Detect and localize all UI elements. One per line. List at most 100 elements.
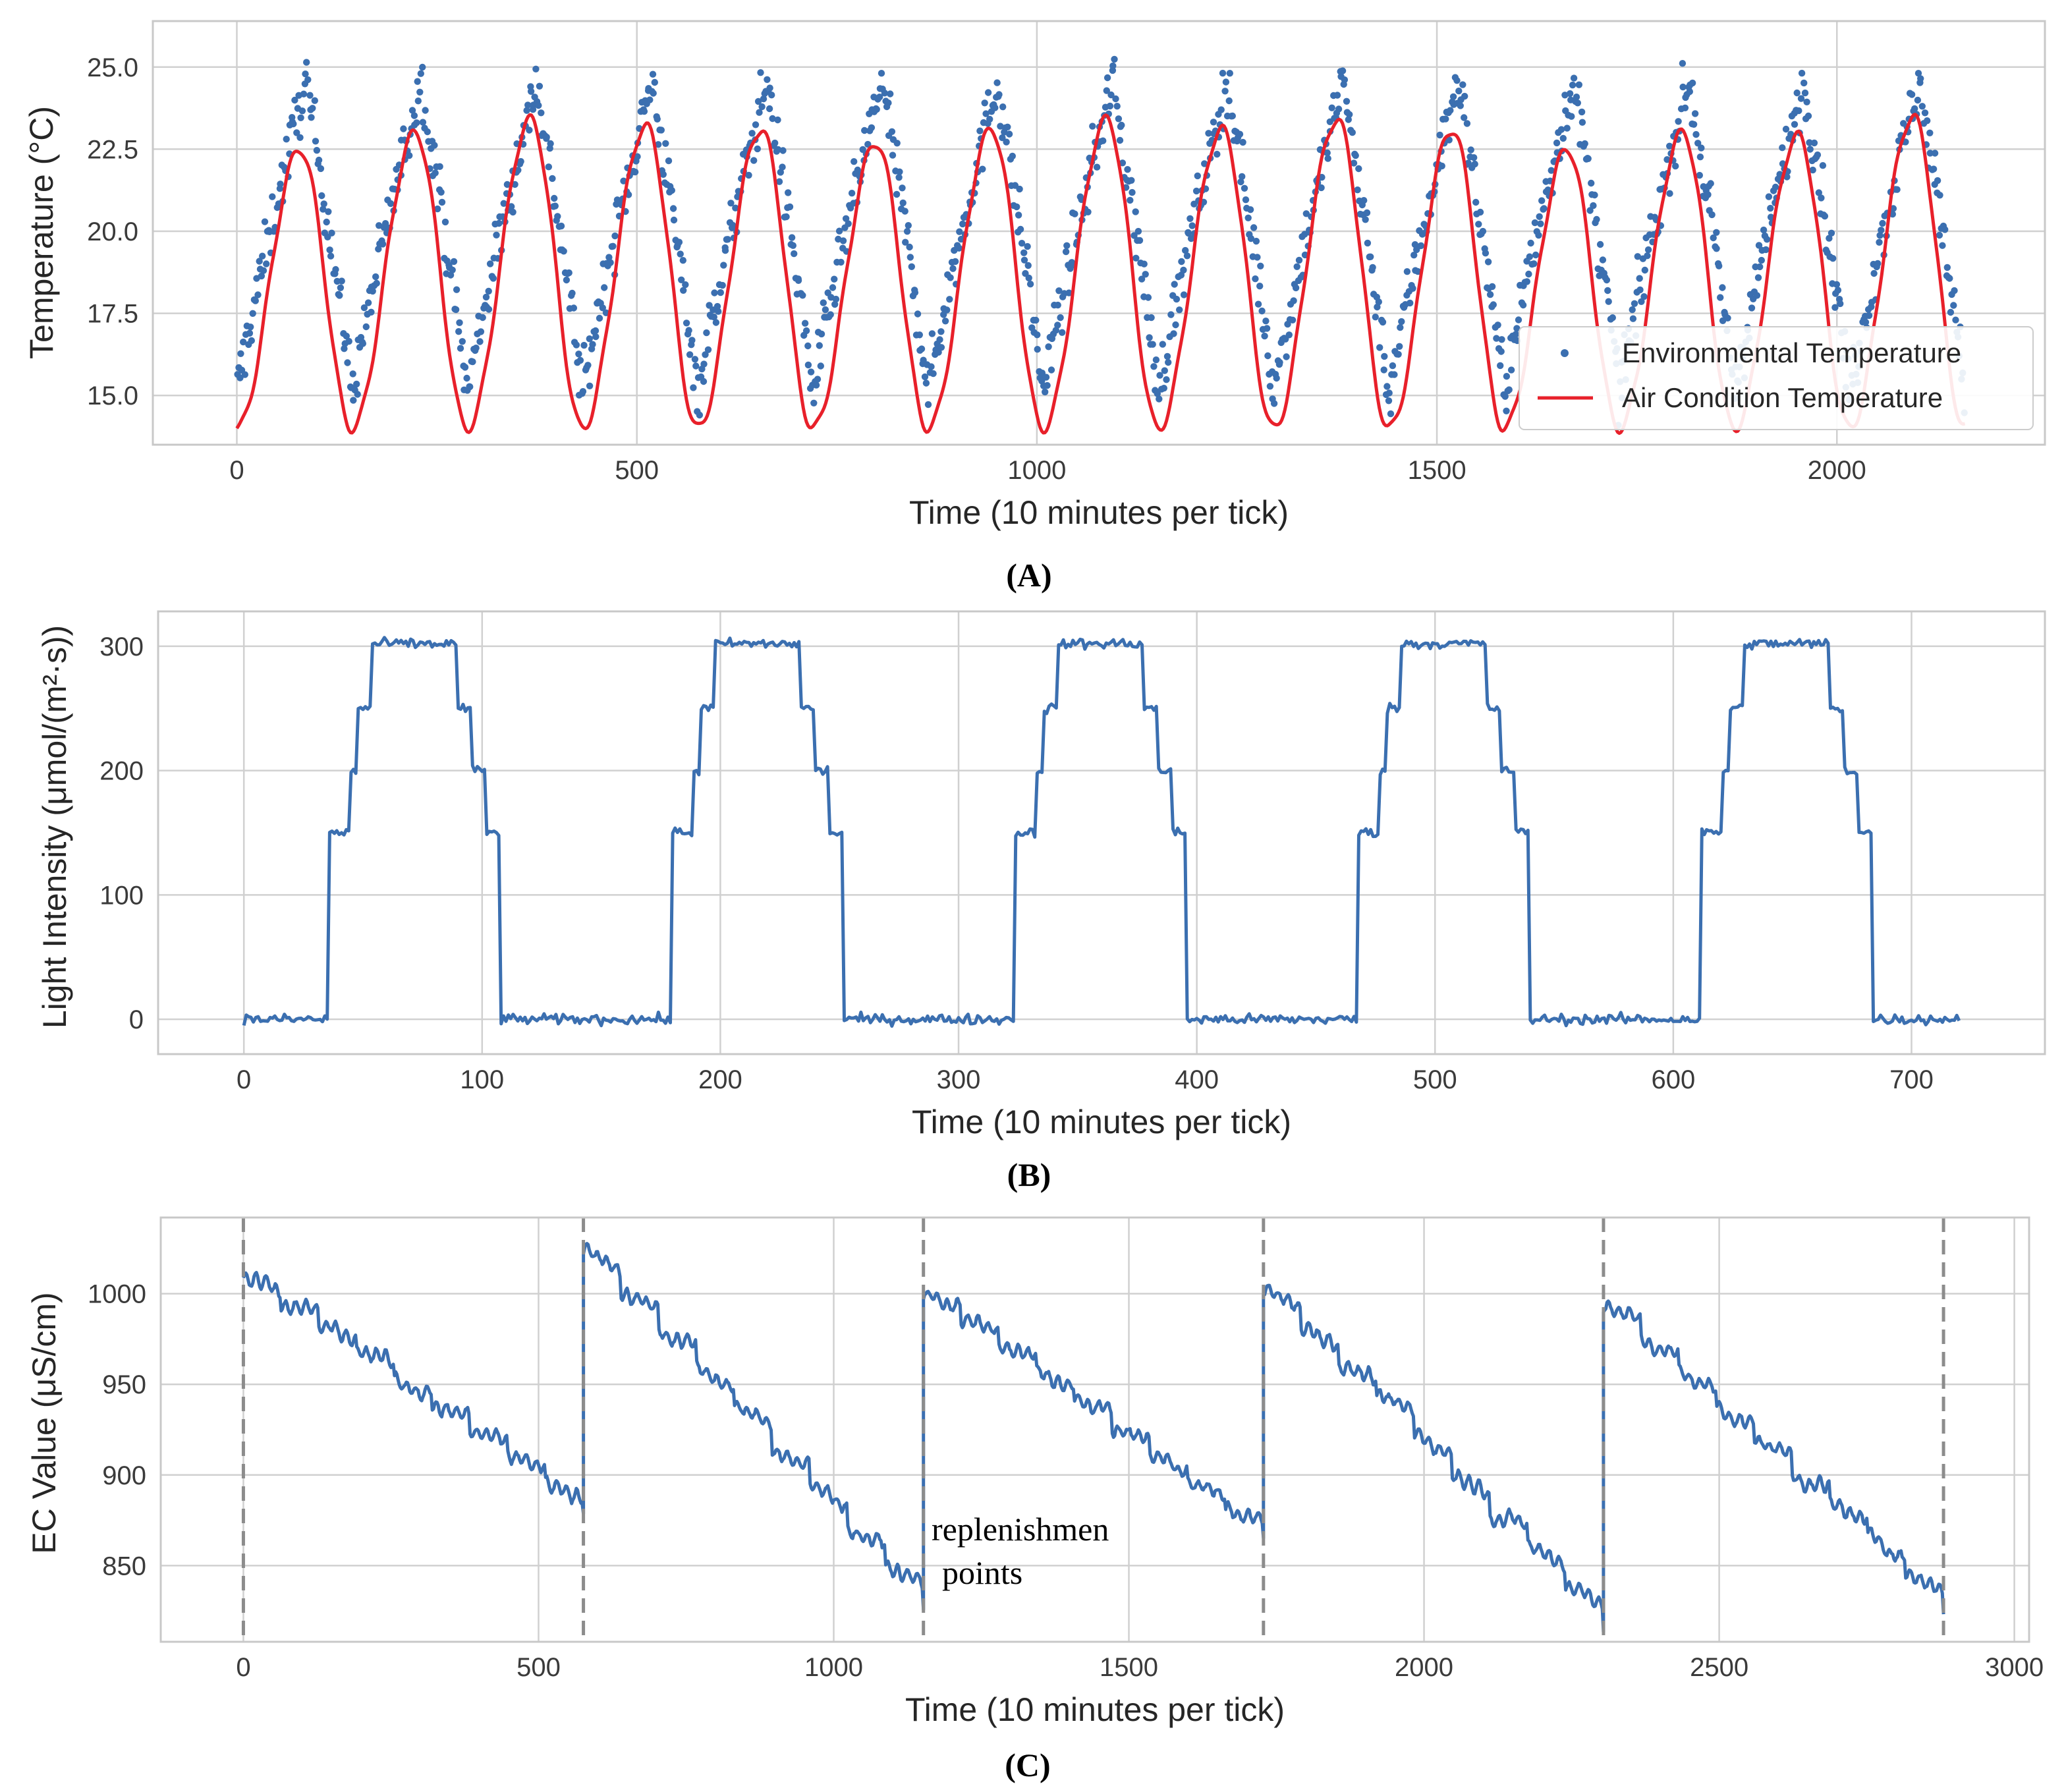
env-temp-point xyxy=(1024,242,1031,250)
env-temp-point xyxy=(259,252,266,260)
env-temp-point xyxy=(1865,312,1873,320)
legend-env-marker xyxy=(1561,349,1569,357)
env-temp-point xyxy=(248,337,255,345)
env-temp-point xyxy=(527,88,535,95)
env-temp-point xyxy=(683,320,690,327)
env-temp-point xyxy=(766,84,773,92)
env-temp-point xyxy=(634,153,641,160)
env-temp-point xyxy=(1339,67,1347,74)
env-temp-point xyxy=(479,314,486,322)
env-temp-point xyxy=(720,262,727,269)
env-temp-point xyxy=(1537,220,1544,227)
env-temp-point xyxy=(1005,130,1013,138)
env-temp-point xyxy=(1878,227,1885,234)
env-temp-point xyxy=(711,289,718,296)
env-temp-point xyxy=(745,171,752,179)
env-temp-point xyxy=(325,208,332,215)
y-tick-label: 850 xyxy=(102,1552,146,1581)
env-temp-point xyxy=(1352,152,1359,159)
env-temp-point xyxy=(237,350,244,357)
env-temp-point xyxy=(976,127,984,134)
env-temp-point xyxy=(1540,205,1548,212)
env-temp-point xyxy=(1797,95,1805,102)
env-temp-point xyxy=(1501,393,1509,400)
env-temp-point xyxy=(1276,358,1283,366)
env-temp-point xyxy=(1052,327,1060,334)
y-tick-label: 950 xyxy=(102,1370,146,1399)
env-temp-point xyxy=(328,229,335,237)
env-temp-point xyxy=(364,299,372,306)
env-temp-point xyxy=(814,376,822,383)
env-temp-point xyxy=(1605,298,1612,305)
env-temp-point xyxy=(1182,246,1189,254)
env-temp-point xyxy=(1586,207,1594,214)
env-temp-point xyxy=(710,314,718,321)
env-temp-point xyxy=(589,341,596,348)
y-tick-label: 22.5 xyxy=(87,135,138,164)
env-temp-point xyxy=(831,300,839,308)
env-temp-point xyxy=(1328,104,1335,111)
env-temp-point xyxy=(1926,150,1934,157)
env-temp-point xyxy=(1165,358,1172,366)
env-temp-point xyxy=(320,206,327,213)
env-temp-point xyxy=(1129,188,1136,196)
env-temp-point xyxy=(1059,329,1066,336)
env-temp-point xyxy=(1463,120,1471,127)
env-temp-point xyxy=(881,90,889,97)
env-temp-point xyxy=(1367,253,1374,260)
env-temp-point xyxy=(657,126,665,134)
env-temp-point xyxy=(1698,144,1705,152)
env-temp-point xyxy=(788,234,796,241)
env-temp-point xyxy=(337,284,345,291)
env-temp-point xyxy=(246,329,254,337)
env-temp-point xyxy=(258,272,265,280)
panel-a-xlabel: Time (10 minutes per tick) xyxy=(909,494,1289,531)
env-temp-point xyxy=(1217,106,1225,113)
env-temp-point xyxy=(1414,267,1422,275)
x-tick-label: 200 xyxy=(698,1065,742,1094)
env-temp-point xyxy=(1395,350,1402,358)
env-temp-point xyxy=(936,336,943,343)
env-temp-point xyxy=(362,323,370,331)
env-temp-point xyxy=(893,190,901,198)
env-temp-point xyxy=(1760,226,1768,234)
env-temp-point xyxy=(1163,352,1171,360)
legend-env-label: Environmental Temperature xyxy=(1622,337,1961,368)
env-temp-point xyxy=(320,200,327,208)
env-temp-point xyxy=(1270,400,1278,407)
env-temp-point xyxy=(1385,397,1393,405)
env-temp-point xyxy=(338,277,345,285)
env-temp-point xyxy=(1590,202,1597,210)
env-temp-point xyxy=(1636,286,1644,294)
env-temp-point xyxy=(1138,275,1146,283)
env-temp-point xyxy=(1640,293,1648,300)
env-temp-point xyxy=(304,76,312,84)
env-temp-point xyxy=(829,284,837,291)
env-temp-point xyxy=(461,364,469,371)
env-temp-point xyxy=(696,411,704,419)
panel-b-xlabel: Time (10 minutes per tick) xyxy=(912,1104,1291,1140)
env-temp-point xyxy=(353,380,360,388)
env-temp-point xyxy=(327,252,335,260)
env-temp-point xyxy=(946,296,953,303)
env-temp-point xyxy=(1641,266,1648,274)
env-temp-point xyxy=(1003,138,1010,146)
env-temp-point xyxy=(758,103,766,111)
env-temp-point xyxy=(902,238,909,246)
env-temp-point xyxy=(878,70,885,77)
env-temp-point xyxy=(1124,166,1131,173)
env-temp-point xyxy=(1593,215,1600,223)
env-temp-point xyxy=(700,360,708,368)
env-temp-point xyxy=(1638,298,1645,305)
env-temp-point xyxy=(837,258,845,266)
y-tick-label: 200 xyxy=(99,757,144,786)
env-temp-point xyxy=(341,345,348,352)
env-temp-point xyxy=(928,330,936,337)
env-temp-point xyxy=(1486,291,1494,298)
env-temp-point xyxy=(249,310,256,317)
env-temp-point xyxy=(485,287,492,295)
env-temp-point xyxy=(1363,209,1371,217)
env-temp-point xyxy=(1020,256,1028,264)
env-temp-point xyxy=(1034,346,1041,353)
env-temp-point xyxy=(1343,98,1351,105)
